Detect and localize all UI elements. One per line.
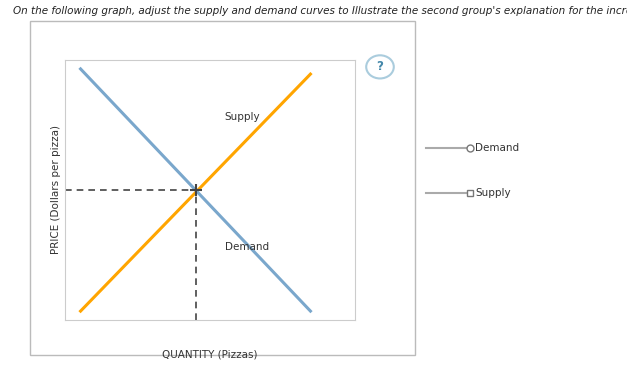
- Text: Supply: Supply: [475, 188, 511, 198]
- Text: Demand: Demand: [475, 143, 519, 153]
- Bar: [30, 21, 415, 355]
- Text: QUANTITY (Pizzas): QUANTITY (Pizzas): [162, 349, 258, 359]
- Text: Supply: Supply: [224, 112, 260, 122]
- Text: Demand: Demand: [224, 242, 268, 252]
- Text: On the following graph, adjust the supply and demand curves to Illustrate the se: On the following graph, adjust the suppl…: [13, 6, 627, 16]
- Text: ?: ?: [377, 61, 384, 73]
- Y-axis label: PRICE (Dollars per pizza): PRICE (Dollars per pizza): [51, 126, 61, 255]
